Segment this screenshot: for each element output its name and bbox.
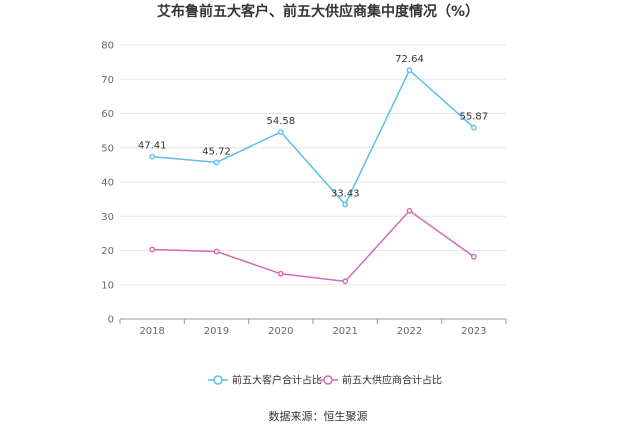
grid-lines: [120, 44, 506, 286]
legend-label-0: 前五大客户合计占比: [232, 374, 322, 387]
legend: 前五大客户合计占比 前五大供应商合计占比: [208, 374, 442, 387]
y-tick-label: 70: [101, 75, 114, 86]
data-point: [149, 246, 156, 253]
y-tick-label: 0: [108, 315, 114, 326]
chart-title: 艾布鲁前五大客户、前五大供应商集中度情况（%）: [157, 3, 479, 20]
y-tick-label: 50: [101, 143, 114, 154]
data-point: [149, 153, 156, 160]
legend-marker-0: [213, 375, 223, 385]
data-point: [213, 159, 220, 166]
data-point: [277, 129, 284, 135]
data-point: [342, 201, 349, 208]
y-tick-label: 10: [101, 280, 114, 291]
legend-label-1: 前五大供应商合计占比: [342, 374, 442, 387]
data-point: [470, 124, 477, 131]
data-label: 47.41: [138, 141, 167, 152]
y-tick-label: 80: [101, 41, 114, 52]
y-axis: 0 10 20 30 40 50 60 70 80: [101, 41, 114, 326]
x-tick-label: 2019: [204, 326, 229, 337]
data-point: [470, 253, 477, 260]
data-point: [342, 278, 349, 285]
data-label: 72.64: [395, 54, 424, 65]
x-tick-label: 2022: [397, 326, 422, 337]
y-tick-label: 30: [101, 212, 114, 223]
data-point: [406, 67, 413, 74]
data-point: [406, 207, 413, 214]
x-tick-label: 2021: [332, 326, 357, 337]
y-tick-label: 40: [101, 178, 114, 189]
data-label: 45.72: [202, 146, 231, 157]
y-tick-label: 20: [101, 246, 114, 257]
y-tick-label: 60: [101, 109, 114, 120]
data-point: [277, 270, 284, 277]
data-label: 55.87: [460, 112, 489, 123]
legend-marker-1: [323, 375, 333, 385]
series-layer: 47.41 45.72 54.58 33.43 72.64 55.87: [138, 54, 489, 285]
x-tick-label: 2023: [461, 326, 486, 337]
x-tick-label: 2020: [268, 326, 293, 337]
data-label: 33.43: [331, 189, 360, 200]
data-source: 数据来源：恒生聚源: [269, 409, 368, 423]
series-line-0: [152, 68, 475, 206]
data-point: [213, 248, 220, 255]
data-label: 54.58: [267, 116, 296, 127]
x-axis: 2018 2019 2020 2021 2022 2023: [119, 318, 507, 337]
series-line-1: [152, 209, 475, 283]
x-tick-label: 2018: [139, 326, 164, 337]
